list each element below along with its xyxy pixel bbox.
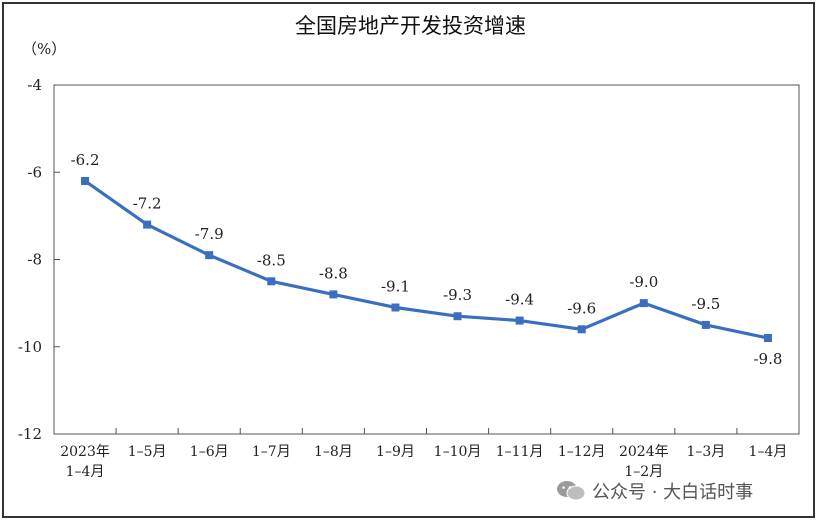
- x-tick-label: 1–12月: [558, 444, 606, 460]
- data-label: -7.2: [133, 195, 162, 213]
- y-tick-label: -12: [18, 425, 42, 443]
- data-point: [205, 251, 214, 260]
- x-tick-label: 1–4月: [66, 464, 105, 480]
- plot-area: [53, 84, 800, 435]
- data-label: -8.8: [319, 264, 348, 282]
- watermark: 公众号 · 大白话时事: [556, 478, 753, 504]
- y-tick-label: -10: [18, 338, 42, 356]
- data-point: [453, 312, 462, 321]
- x-tick-label: 1–8月: [314, 444, 353, 460]
- data-point: [267, 277, 276, 286]
- data-point: [143, 220, 152, 229]
- watermark-text: 公众号 · 大白话时事: [592, 482, 754, 503]
- y-axis-unit: （%）: [22, 40, 67, 58]
- x-tick-label: 1–7月: [252, 444, 291, 460]
- data-point: [763, 334, 772, 343]
- data-label: -9.5: [691, 295, 720, 313]
- y-tick-label: -6: [27, 163, 42, 181]
- data-label: -9.1: [381, 277, 410, 295]
- data-label: -9.0: [629, 273, 658, 291]
- data-label: -6.2: [71, 151, 100, 169]
- x-tick-label: 1–4月: [749, 444, 788, 460]
- data-point: [81, 176, 90, 185]
- x-tick-label: 1–9月: [376, 444, 415, 460]
- x-tick-label: 1–3月: [686, 444, 725, 460]
- x-tick-label: 2024年: [619, 444, 669, 460]
- y-tick-label: -8: [27, 251, 42, 269]
- data-point: [577, 325, 586, 334]
- wechat-icon: [556, 480, 586, 502]
- y-tick-label: -4: [27, 76, 42, 94]
- series-line: [84, 179, 769, 340]
- data-point: [639, 299, 648, 308]
- data-point: [515, 316, 524, 325]
- data-label: -9.3: [443, 286, 472, 304]
- data-label: -8.5: [257, 251, 286, 269]
- x-tick-label: 2023年: [60, 444, 110, 460]
- data-point: [329, 290, 338, 299]
- x-tick-label: 1–6月: [190, 444, 229, 460]
- data-label: -9.8: [753, 350, 782, 368]
- chart-title: 全国房地产开发投资增速: [295, 14, 526, 38]
- data-point: [391, 303, 400, 312]
- x-tick-label: 1–2月: [624, 464, 663, 480]
- data-label: -9.6: [567, 299, 596, 317]
- x-tick-label: 1–11月: [496, 444, 544, 460]
- data-point: [701, 320, 710, 329]
- data-label: -9.4: [505, 291, 534, 309]
- x-tick-label: 1–10月: [434, 444, 482, 460]
- data-label: -7.9: [195, 225, 224, 243]
- chart-frame: [2, 2, 815, 518]
- x-tick-label: 1–5月: [128, 444, 167, 460]
